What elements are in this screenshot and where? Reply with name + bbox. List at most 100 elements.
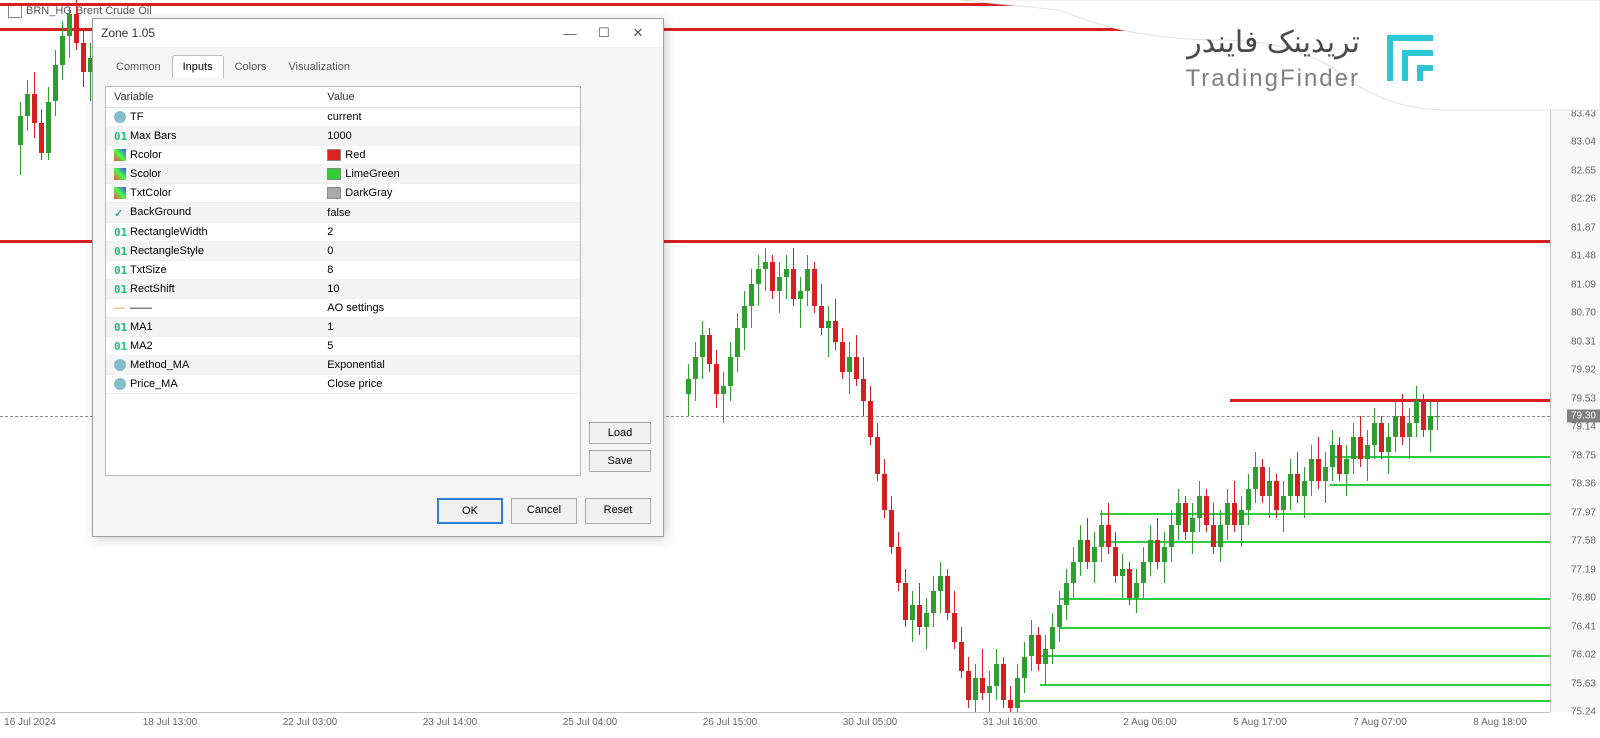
input-name: TF (106, 108, 319, 127)
input-name: 01MA2 (106, 337, 319, 356)
input-value[interactable]: LimeGreen (319, 165, 580, 184)
input-name: ✓BackGround (106, 203, 319, 222)
time-tick: 22 Jul 03:00 (283, 717, 338, 728)
input-name: 01RectShift (106, 279, 319, 298)
price-tick: 80.70 (1571, 308, 1596, 319)
price-tick: 75.24 (1571, 707, 1596, 718)
input-value[interactable]: 10 (319, 279, 580, 298)
input-name: 01TxtSize (106, 260, 319, 279)
dialog-title: Zone 1.05 (101, 26, 553, 40)
input-name: Price_MA (106, 375, 319, 394)
input-value[interactable]: Exponential (319, 356, 580, 375)
time-tick: 16 Jul 2024 (4, 717, 56, 728)
input-value[interactable]: current (319, 108, 580, 127)
price-tick: 81.48 (1571, 251, 1596, 262)
input-row[interactable]: 01RectangleWidth2 (106, 222, 580, 241)
input-name: 01MA1 (106, 318, 319, 337)
input-value[interactable]: DarkGray (319, 184, 580, 203)
input-row[interactable]: ✓BackGroundfalse (106, 203, 580, 222)
price-tick: 83.04 (1571, 137, 1596, 148)
tab-inputs[interactable]: Inputs (172, 55, 224, 78)
input-name: Rcolor (106, 146, 319, 165)
tab-common[interactable]: Common (105, 55, 172, 78)
price-tick: 82.65 (1571, 165, 1596, 176)
cancel-button[interactable]: Cancel (511, 498, 577, 524)
dialog-tabs: CommonInputsColorsVisualization (93, 47, 663, 78)
price-tick: 78.75 (1571, 450, 1596, 461)
input-name: Method_MA (106, 356, 319, 375)
col-value: Value (319, 87, 580, 108)
input-row[interactable]: ———AO settings (106, 298, 580, 317)
price-tick: 77.97 (1571, 507, 1596, 518)
input-value[interactable]: false (319, 203, 580, 222)
time-axis: 16 Jul 202418 Jul 13:0022 Jul 03:0023 Ju… (0, 712, 1550, 738)
support-line (1060, 627, 1550, 629)
dialog-body: Variable Value TFcurrent01Max Bars1000Rc… (93, 78, 663, 488)
support-line (1060, 598, 1550, 600)
input-value[interactable]: 5 (319, 337, 580, 356)
input-row[interactable]: Price_MAClose price (106, 375, 580, 394)
input-row[interactable]: Method_MAExponential (106, 356, 580, 375)
support-line (1330, 456, 1550, 458)
price-tick: 76.02 (1571, 650, 1596, 661)
input-row[interactable]: ScolorLimeGreen (106, 165, 580, 184)
input-row[interactable]: 01Max Bars1000 (106, 127, 580, 146)
time-tick: 18 Jul 13:00 (143, 717, 198, 728)
time-tick: 5 Aug 17:00 (1233, 717, 1286, 728)
indicator-dialog: Zone 1.05 — ☐ ✕ CommonInputsColorsVisual… (92, 18, 664, 537)
close-button[interactable]: ✕ (621, 22, 655, 44)
maximize-button[interactable]: ☐ (587, 22, 621, 44)
input-value[interactable]: AO settings (319, 298, 580, 317)
reset-button[interactable]: Reset (585, 498, 651, 524)
input-value[interactable]: 0 (319, 241, 580, 260)
input-value[interactable]: Close price (319, 375, 580, 394)
input-value[interactable]: Red (319, 146, 580, 165)
dialog-titlebar[interactable]: Zone 1.05 — ☐ ✕ (93, 19, 663, 47)
input-value[interactable]: 8 (319, 260, 580, 279)
price-tick: 84.60 (1571, 23, 1596, 34)
col-variable: Variable (106, 87, 319, 108)
tab-colors[interactable]: Colors (224, 55, 278, 78)
price-tick: 81.87 (1571, 222, 1596, 233)
input-value[interactable]: 2 (319, 222, 580, 241)
input-name: 01RectangleWidth (106, 222, 319, 241)
price-tick: 80.31 (1571, 336, 1596, 347)
input-name: 01RectangleStyle (106, 241, 319, 260)
input-row[interactable]: TxtColorDarkGray (106, 184, 580, 203)
price-tick: 79.14 (1571, 422, 1596, 433)
input-row[interactable]: 01RectangleStyle0 (106, 241, 580, 260)
price-tick: 79.92 (1571, 365, 1596, 376)
price-tick: 76.80 (1571, 593, 1596, 604)
input-name: TxtColor (106, 184, 319, 203)
price-axis: 84.9984.6084.2183.8283.4383.0482.6582.26… (1550, 0, 1600, 712)
price-tick: 84.21 (1571, 51, 1596, 62)
input-name: Scolor (106, 165, 319, 184)
inputs-table[interactable]: Variable Value TFcurrent01Max Bars1000Rc… (105, 86, 581, 476)
save-button[interactable]: Save (589, 450, 651, 472)
time-tick: 26 Jul 15:00 (703, 717, 758, 728)
input-row[interactable]: RcolorRed (106, 146, 580, 165)
support-line (1040, 655, 1550, 657)
input-row[interactable]: 01MA25 (106, 337, 580, 356)
price-tick: 81.09 (1571, 279, 1596, 290)
price-tick: 77.19 (1571, 564, 1596, 575)
time-tick: 2 Aug 06:00 (1123, 717, 1176, 728)
minimize-button[interactable]: — (553, 22, 587, 44)
tab-visualization[interactable]: Visualization (277, 55, 361, 78)
load-button[interactable]: Load (589, 422, 651, 444)
input-row[interactable]: 01MA11 (106, 318, 580, 337)
input-value[interactable]: 1 (319, 318, 580, 337)
ok-button[interactable]: OK (437, 498, 503, 524)
price-tick: 84.99 (1571, 0, 1596, 6)
input-row[interactable]: 01TxtSize8 (106, 260, 580, 279)
resistance-line (0, 3, 1550, 6)
input-row[interactable]: TFcurrent (106, 108, 580, 127)
input-name: ——— (106, 298, 319, 317)
price-tick: 76.41 (1571, 621, 1596, 632)
support-line (1040, 684, 1550, 686)
time-tick: 7 Aug 07:00 (1353, 717, 1406, 728)
input-value[interactable]: 1000 (319, 127, 580, 146)
support-line (1100, 541, 1550, 543)
input-row[interactable]: 01RectShift10 (106, 279, 580, 298)
time-tick: 31 Jul 16:00 (983, 717, 1038, 728)
